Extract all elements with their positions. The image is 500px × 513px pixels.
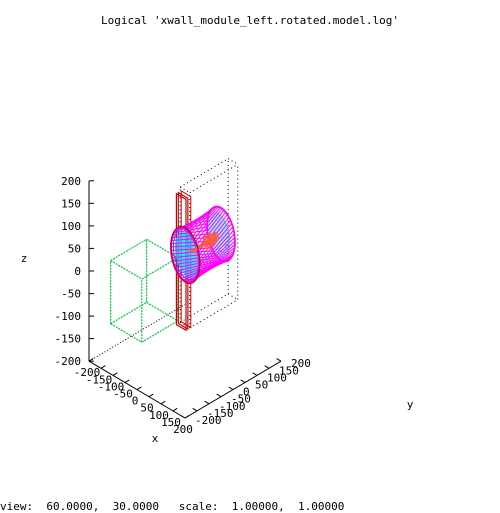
back-baseline: [88, 303, 186, 362]
cylinder-hatch-line: [173, 226, 208, 234]
z-tick-label: 200: [61, 175, 81, 188]
y-tick-mark: [264, 365, 270, 369]
z-tick-label: 50: [68, 242, 81, 255]
y-tick-label: -200: [195, 414, 222, 427]
y-tick-label: 100: [267, 371, 287, 384]
y-tick-mark: [192, 407, 198, 412]
cylinder-hatch-line: [172, 233, 208, 239]
cylinder-hatch-line: [194, 208, 223, 243]
cylinder-hatch-line: [172, 252, 215, 259]
z-tick-label: -100: [55, 310, 82, 323]
x-tick-label: 50: [140, 402, 153, 415]
cylinder-back-ring: [206, 205, 236, 263]
x-tick-mark: [136, 386, 142, 391]
cylinder-hatch-line: [171, 237, 209, 241]
green-box-edge: [110, 260, 143, 280]
cylinder-hatch-line: [198, 229, 234, 271]
x-tick-label: -150: [86, 373, 113, 386]
y-axis-label: y: [407, 398, 414, 411]
x-tick-label: 0: [132, 395, 139, 408]
x-tick-mark: [88, 358, 94, 362]
axes-frame: [88, 180, 282, 419]
cylinder-hatch-line: [175, 258, 220, 269]
green-box-edge: [141, 257, 179, 280]
green-box-edge: [141, 320, 179, 343]
y-tick-label: -50: [231, 393, 251, 406]
x-tick-mark: [112, 372, 118, 376]
cylinder-hatch-line: [171, 247, 212, 251]
green-box-edge: [110, 301, 147, 325]
y-tick-label: -100: [219, 400, 246, 413]
z-axis-label: z: [21, 252, 28, 265]
cylinder-hatch-line: [193, 247, 235, 282]
x-tick-mark: [184, 414, 190, 419]
x-tick-mark: [124, 379, 130, 383]
y-tick-label: 0: [243, 386, 250, 399]
cylinder-front-outer-ring: [170, 225, 201, 284]
cylinder-hatch-line: [194, 244, 236, 280]
z-tick-label: -50: [61, 288, 81, 301]
cylinder-hatch-line: [195, 240, 236, 279]
x-tick-mark: [148, 393, 154, 398]
inner-red-shaft: [189, 235, 217, 254]
z-tick-label: 0: [74, 265, 81, 278]
y-tick-mark: [204, 400, 210, 405]
green-box-edge: [110, 238, 147, 262]
cylinder-hatch-line: [198, 226, 234, 268]
x-tick-label: 200: [173, 423, 193, 436]
geometry-wireframes: [109, 158, 239, 343]
y-tick-mark: [216, 393, 222, 398]
z-tick-label: 100: [61, 220, 81, 233]
green-box-edge: [146, 301, 179, 322]
y-tick-label: 200: [291, 357, 311, 370]
view-readout: view: 60.0000, 30.0000 scale: 1.00000, 1…: [0, 500, 345, 513]
bounding-box-edge: [227, 158, 239, 165]
cylinder-hatch-line: [172, 255, 217, 262]
z-tick-label: -150: [55, 333, 82, 346]
y-tick-label: 150: [279, 364, 299, 377]
y-tick-label: -150: [207, 407, 234, 420]
x-tick-label: 100: [149, 409, 169, 422]
y-tick-mark: [240, 379, 246, 383]
bounding-box-edge: [189, 163, 239, 194]
y-tick-mark: [276, 358, 282, 362]
y-tick-mark: [180, 414, 186, 419]
cylinder-hatch-line: [196, 211, 227, 250]
y-tick-mark: [252, 372, 258, 376]
x-tick-mark: [160, 400, 166, 405]
x-axis-label: x: [152, 432, 159, 445]
bounding-box-edge: [189, 299, 239, 329]
cylinder-hatch-line: [195, 209, 225, 247]
chart-title: Logical 'xwall_module_left.rotated.model…: [100, 14, 399, 27]
x-tick-mark: [100, 365, 106, 369]
green-box-edge: [110, 323, 143, 343]
x-tick-label: -100: [98, 380, 125, 393]
tick-labels: -200-150-100-50050100150200-200-150-100-…: [21, 175, 414, 445]
z-tick-label: 150: [61, 197, 81, 210]
x-tick-mark: [172, 407, 178, 412]
x-tick-label: -50: [113, 388, 133, 401]
x-tick-label: 150: [161, 416, 181, 429]
cylinder-hatch-line: [197, 233, 235, 274]
bounding-box-edge: [179, 158, 229, 188]
y-tick-mark: [228, 386, 234, 391]
y-tick-label: 50: [255, 379, 268, 392]
x-tick-label: -200: [74, 366, 101, 379]
bounding-box-edge: [227, 293, 239, 301]
z-tick-label: -200: [55, 355, 82, 368]
